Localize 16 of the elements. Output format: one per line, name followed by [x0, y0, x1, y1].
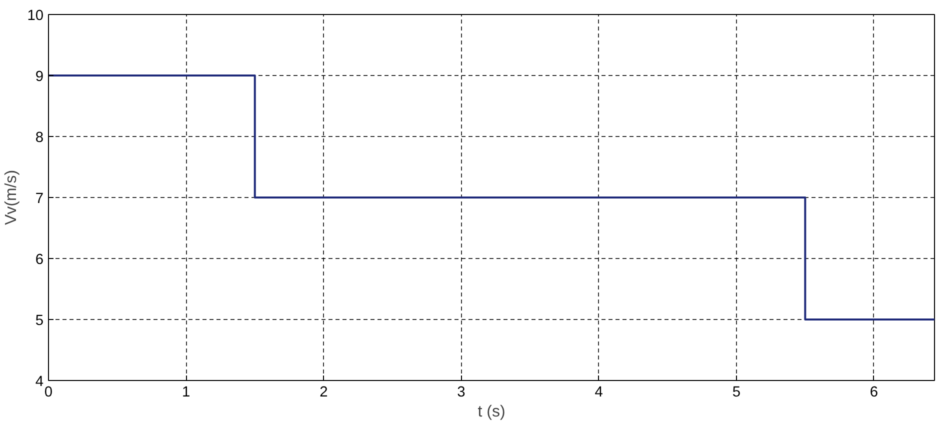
y-axis-title: Vv(m/s)	[3, 170, 20, 226]
x-tick-label: 1	[182, 384, 190, 400]
x-tick-label: 3	[457, 384, 466, 400]
x-tick-label: 5	[732, 384, 740, 400]
x-tick-label: 4	[594, 384, 603, 400]
x-tick-label: 6	[870, 384, 878, 400]
y-tick-label: 10	[27, 8, 44, 24]
y-tick-label: 8	[35, 130, 44, 146]
y-tick-label: 5	[35, 313, 44, 329]
y-tick-label: 6	[35, 252, 44, 268]
x-tick-label: 0	[44, 384, 53, 400]
y-tick-label: 4	[35, 374, 44, 390]
x-tick-label: 2	[320, 384, 328, 400]
y-tick-label: 9	[35, 69, 44, 85]
y-tick-label: 7	[35, 191, 44, 207]
x-axis-title: t (s)	[478, 404, 506, 420]
